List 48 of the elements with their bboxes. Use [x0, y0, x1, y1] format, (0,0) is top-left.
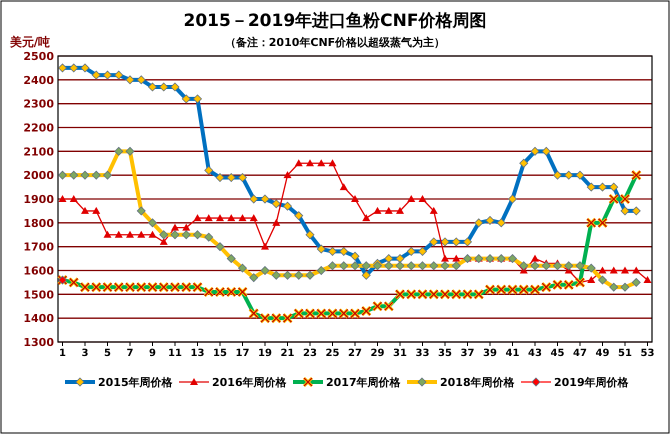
legend-label: 2019年周价格 — [554, 376, 630, 389]
y-tick-label: 1500 — [23, 288, 54, 302]
y-tick-label: 1900 — [23, 193, 54, 206]
x-tick-label: 11 — [168, 348, 182, 359]
x-tick-label: 37 — [460, 348, 474, 359]
legend-label: 2016年周价格 — [212, 376, 288, 389]
x-tick-label: 47 — [573, 348, 587, 359]
y-tick-label: 2000 — [23, 169, 54, 182]
x-tick-label: 51 — [618, 348, 632, 359]
y-tick-label: 1400 — [23, 312, 54, 326]
x-tick-label: 53 — [640, 348, 654, 359]
legend-label: 2017年周价格 — [326, 376, 402, 389]
y-tick-label: 2200 — [23, 122, 54, 134]
x-tick-label: 23 — [303, 348, 317, 359]
y-tick-label: 1600 — [23, 264, 54, 278]
chart-subtitle: （备注：2010年CNF价格以超级蒸气为主） — [224, 36, 446, 49]
x-tick-label: 19 — [258, 348, 272, 359]
legend-label: 2015年周价格 — [98, 376, 174, 389]
y-axis-title: 美元/吨 — [8, 35, 50, 49]
x-tick-label: 7 — [126, 348, 134, 359]
x-tick-label: 31 — [393, 348, 407, 359]
x-tick-label: 3 — [82, 348, 89, 359]
legend-label: 2018年周价格 — [440, 376, 516, 389]
x-tick-label: 49 — [596, 348, 610, 359]
x-tick-label: 13 — [190, 348, 204, 359]
y-tick-label: 1700 — [23, 240, 54, 254]
x-tick-label: 27 — [348, 348, 362, 359]
x-tick-label: 9 — [149, 348, 156, 359]
y-tick-label: 2500 — [23, 50, 54, 63]
x-tick-label: 33 — [416, 348, 430, 359]
x-tick-label: 39 — [483, 348, 497, 359]
y-tick-label: 1300 — [23, 336, 54, 349]
y-tick-label: 2400 — [23, 74, 54, 87]
chart-title: 2015－2019年进口鱼粉CNF价格周图 — [184, 11, 486, 31]
x-tick-label: 41 — [506, 348, 520, 359]
x-tick-label: 35 — [438, 348, 452, 359]
x-tick-label: 29 — [370, 348, 384, 359]
x-tick-label: 15 — [213, 348, 227, 359]
x-tick-label: 17 — [236, 348, 250, 359]
y-tick-label: 1800 — [23, 216, 54, 230]
x-tick-label: 45 — [550, 348, 564, 359]
x-tick-label: 21 — [280, 348, 294, 359]
x-tick-label: 5 — [104, 348, 112, 359]
x-tick-label: 43 — [528, 348, 542, 359]
x-tick-label: 1 — [59, 348, 66, 359]
x-tick-label: 25 — [326, 348, 340, 359]
y-tick-label: 2100 — [23, 145, 54, 158]
y-tick-label: 2300 — [23, 98, 54, 111]
